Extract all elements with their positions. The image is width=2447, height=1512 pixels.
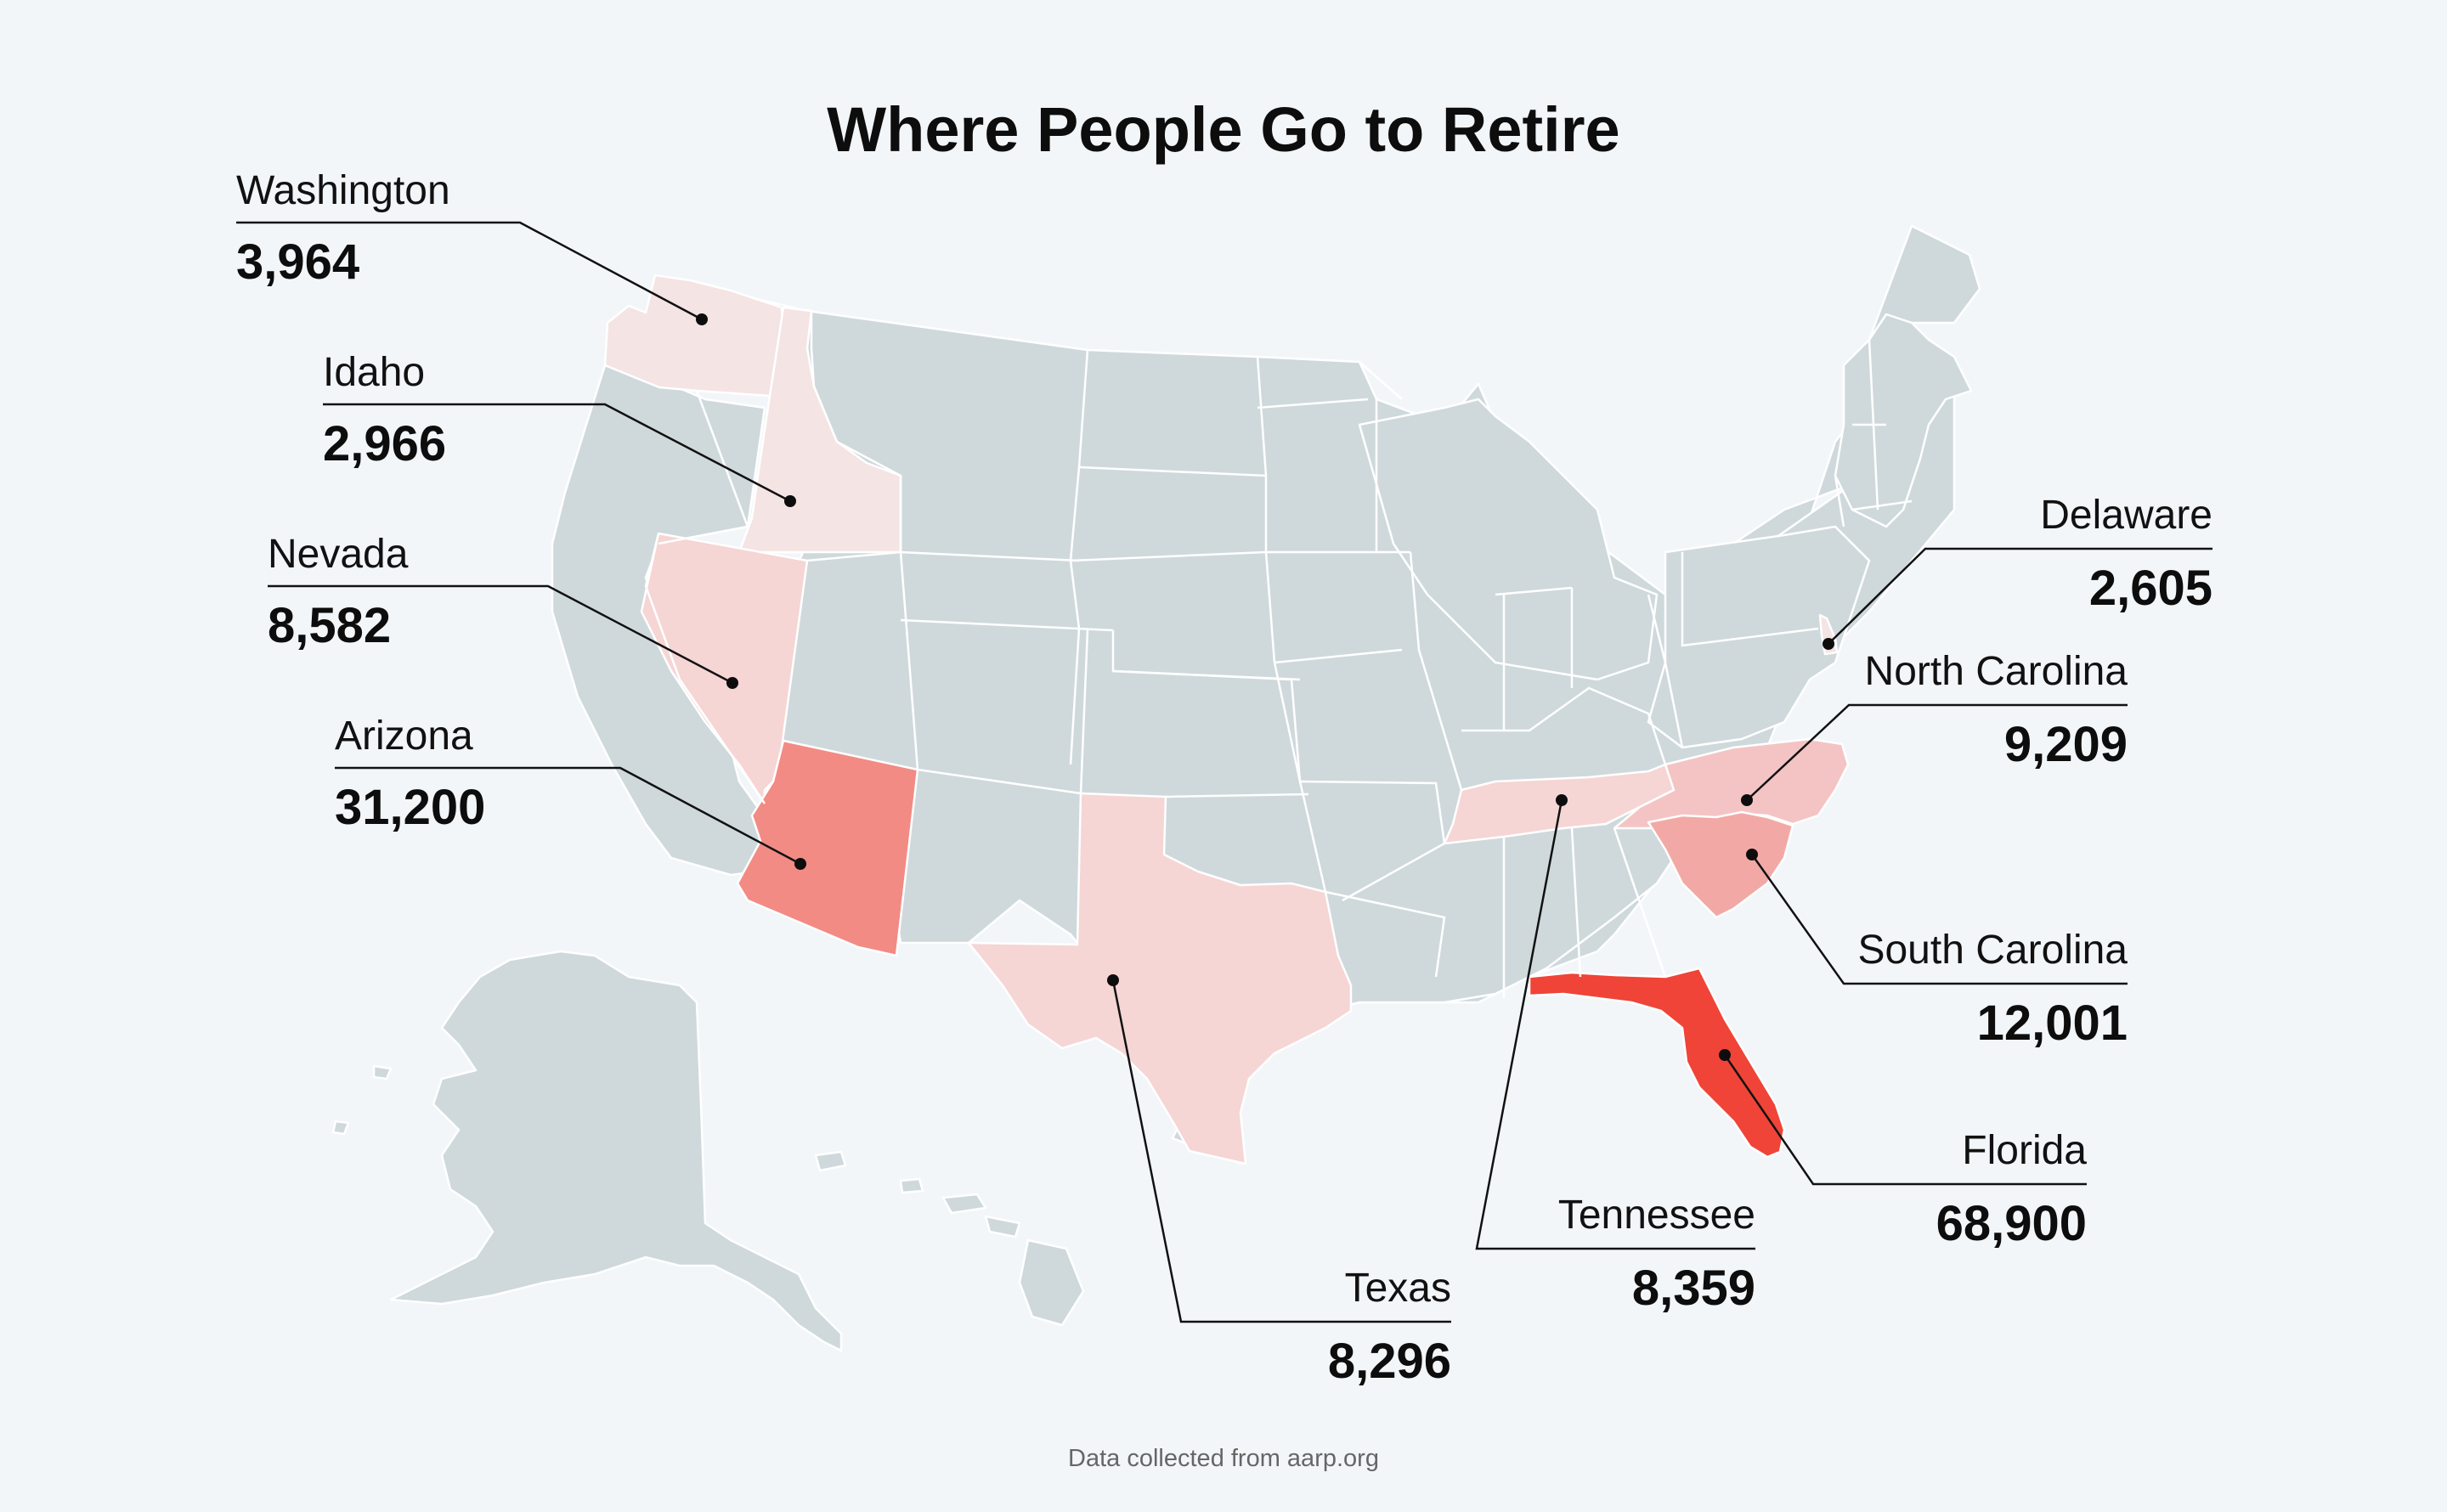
label-name: North Carolina — [1865, 649, 2128, 694]
label-delaware: Delaware 2,605 — [1823, 493, 2212, 650]
label-value: 2,966 — [323, 416, 446, 471]
label-name: Tennessee — [1558, 1193, 1755, 1238]
source-note: Data collected from aarp.org — [1068, 1445, 1379, 1472]
state-marker-dot — [1107, 974, 1119, 986]
state-marker-dot — [1823, 638, 1834, 650]
label-name: Texas — [1345, 1266, 1451, 1311]
label-north-carolina: North Carolina 9,209 — [1741, 649, 2128, 806]
aleutian-island-1 — [372, 1064, 393, 1080]
hawaii-island-1 — [814, 1150, 847, 1172]
leader-line — [1828, 547, 2212, 645]
state-marker-dot — [784, 495, 796, 507]
state-marker-dot — [794, 858, 806, 870]
label-florida: Florida 68,900 — [1719, 1049, 2087, 1251]
label-value: 8,359 — [1632, 1261, 1755, 1316]
label-name: Washington — [236, 168, 450, 213]
arizona-state — [736, 739, 919, 957]
state-marker-dot — [1746, 849, 1758, 860]
florida-state — [1528, 967, 1786, 1159]
label-value: 31,200 — [335, 780, 485, 835]
state-marker-dot — [726, 677, 738, 689]
label-idaho: Idaho 2,966 — [323, 350, 796, 507]
leader-line — [335, 766, 801, 866]
label-value: 2,605 — [2089, 561, 2212, 616]
label-texas: Texas 8,296 — [1107, 974, 1451, 1389]
state-marker-dot — [1556, 794, 1568, 806]
label-name: Idaho — [323, 350, 425, 395]
aleutian-island-2 — [331, 1120, 350, 1136]
leader-line — [323, 403, 791, 503]
label-nevada: Nevada 8,582 — [268, 532, 738, 689]
hawaii-island-2 — [899, 1177, 924, 1194]
us-map — [331, 224, 1981, 1352]
hawaii-big-island — [1018, 1238, 1085, 1327]
hawaii-island-3 — [941, 1193, 987, 1215]
leader-line — [236, 221, 703, 321]
leader-line — [1750, 854, 2128, 985]
label-value: 8,582 — [268, 598, 391, 653]
label-value: 68,900 — [1936, 1196, 2087, 1251]
tennessee-state — [1443, 761, 1693, 845]
alaska-land — [389, 950, 843, 1352]
state-marker-dot — [1741, 794, 1753, 806]
label-name: South Carolina — [1857, 928, 2128, 973]
leader-line — [1475, 799, 1755, 1250]
leader-line — [268, 584, 733, 685]
label-name: Florida — [1962, 1128, 2087, 1173]
hawaii-island-4 — [984, 1215, 1021, 1238]
state-borders — [644, 311, 1913, 998]
label-name: Delaware — [2040, 493, 2212, 538]
texas-state — [967, 792, 1353, 1165]
great-lakes-land — [1358, 398, 1659, 681]
label-value: 8,296 — [1328, 1334, 1451, 1389]
state-marker-dot — [696, 313, 708, 325]
label-tennessee: Tennessee 8,359 — [1475, 794, 1755, 1316]
leader-line — [1746, 703, 2128, 801]
state-marker-dot — [1719, 1049, 1731, 1061]
new-england-land — [1834, 313, 1973, 528]
label-arizona: Arizona 31,200 — [335, 714, 806, 870]
leader-line — [1723, 1054, 2087, 1186]
label-washington: Washington 3,964 — [236, 168, 708, 325]
map-title: Where People Go to Retire — [827, 94, 1619, 165]
south-carolina-state — [1647, 810, 1794, 919]
label-value: 12,001 — [1977, 996, 2128, 1051]
label-value: 9,209 — [2004, 717, 2128, 772]
label-name: Arizona — [335, 714, 473, 759]
label-name: Nevada — [268, 532, 409, 577]
label-south-carolina: South Carolina 12,001 — [1746, 849, 2128, 1051]
label-value: 3,964 — [236, 234, 359, 290]
leader-line — [1111, 979, 1451, 1323]
